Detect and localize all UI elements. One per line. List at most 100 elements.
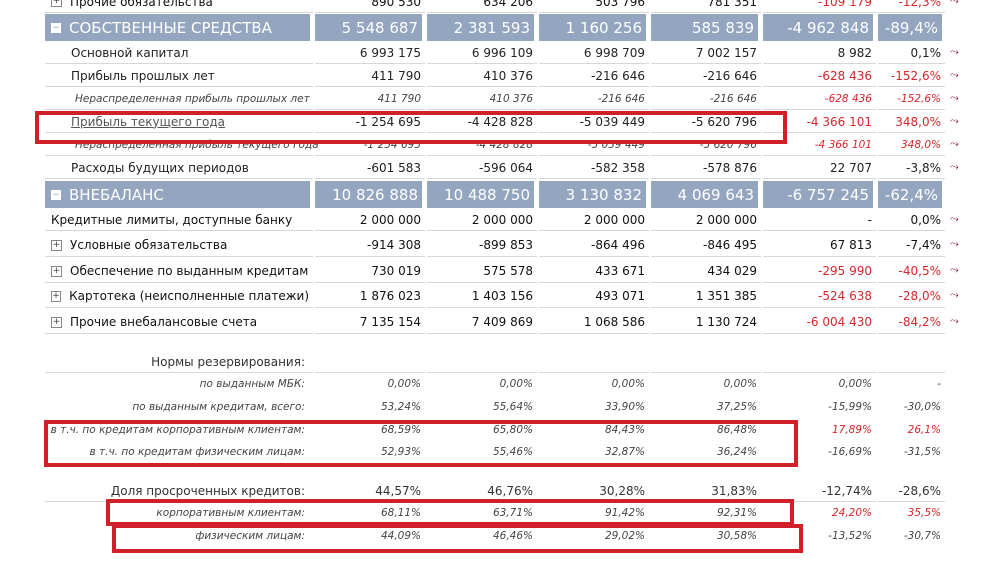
table-row: Расходы будущих периодов -601 583 -596 064…: [45, 157, 959, 179]
value-cell: 10 826 888: [315, 181, 425, 208]
table-row: − СОБСТВЕННЫЕ СРЕДСТВА 5 548 687 2 381 593 1…: [45, 14, 945, 41]
value-cell: -28,0%: [878, 285, 945, 308]
value-cell: -596 064: [427, 157, 537, 179]
table-row: + Картотека (неисполненные платежи) 1 876 …: [45, 285, 959, 308]
value-cell: -5 039 449: [539, 111, 649, 133]
trend-chart-icon[interactable]: ⤳: [950, 114, 959, 127]
table-row: Основной капитал 6 993 175 6 996 109 6 998 …: [45, 42, 959, 64]
value-cell: 84,43%: [604, 424, 645, 436]
row-label: + Обеспечение по выданным кредитам: [45, 260, 313, 283]
value-cell: -15,99%: [828, 401, 872, 413]
trend-chart-icon[interactable]: ⤳: [950, 91, 959, 104]
value-cell: -40,5%: [878, 260, 945, 283]
value-cell: -: [763, 209, 876, 231]
trend-chart-icon[interactable]: ⤳: [950, 68, 959, 81]
highlight-box: [44, 420, 798, 467]
collapse-icon[interactable]: −: [51, 189, 61, 200]
row-label: Основной капитал: [45, 42, 313, 64]
value-cell: 67 813: [763, 234, 876, 257]
value-cell: -152,6%: [878, 88, 945, 110]
table-row: + Прочие внебалансовые счета 7 135 154 7 40…: [45, 311, 959, 334]
value-cell: [427, 351, 537, 373]
value-cell: 6 998 709: [539, 42, 649, 64]
expand-icon[interactable]: +: [51, 265, 62, 277]
row-label-text: СОБСТВЕННЫЕ СРЕДСТВА: [69, 18, 272, 37]
value-cell: 68,59%: [380, 424, 421, 436]
trend-chart-icon[interactable]: ⤳: [950, 263, 959, 276]
value-cell: 32,87%: [604, 446, 645, 458]
expand-icon[interactable]: +: [51, 316, 62, 328]
value-cell: -4 962 848: [763, 14, 876, 41]
expand-icon[interactable]: +: [51, 290, 62, 302]
value-cell: 434 029: [651, 260, 761, 283]
value-cell: -5 620 796: [651, 111, 761, 133]
trend-chart-icon[interactable]: ⤳: [950, 137, 959, 150]
value-cell: -846 495: [651, 234, 761, 257]
trend-chart-icon[interactable]: ⤳: [950, 160, 959, 173]
table-row: Нормы резервирования:: [45, 351, 945, 373]
value-cell: -31,5%: [903, 446, 941, 458]
trend-chart-icon[interactable]: ⤳: [950, 0, 959, 7]
value-cell: -914 308: [315, 234, 425, 257]
value-cell: -4 428 828: [427, 111, 537, 133]
value-cell: 2 381 593: [427, 14, 537, 41]
value-cell: -216 646: [651, 65, 761, 87]
value-cell: 3 130 832: [539, 181, 649, 208]
row-label-text: в т.ч. по кредитам корпоративным клиента…: [50, 424, 305, 436]
value-cell: 4 069 643: [651, 181, 761, 208]
trend-chart-icon[interactable]: ⤳: [950, 237, 959, 250]
value-cell: -7,4%: [878, 234, 945, 257]
value-cell: 65,80%: [492, 424, 533, 436]
row-label-text: Расходы будущих периодов: [71, 160, 249, 175]
expand-icon[interactable]: +: [51, 0, 62, 7]
value-cell: 37,25%: [716, 401, 757, 413]
value-cell: 52,93%: [380, 446, 421, 458]
collapse-icon[interactable]: −: [51, 22, 61, 33]
value-cell: 730 019: [315, 260, 425, 283]
value-cell: 348,0%: [878, 111, 945, 133]
value-cell: 433 671: [539, 260, 649, 283]
row-label-text: корпоративным клиентам:: [156, 507, 305, 519]
value-cell: [539, 351, 649, 373]
value-cell: -582 358: [539, 157, 649, 179]
value-cell: -4 366 101: [763, 111, 876, 133]
value-cell: 1 403 156: [427, 285, 537, 308]
trend-chart-icon[interactable]: ⤳: [950, 314, 959, 327]
value-cell: 503 796: [539, 0, 649, 13]
value-cell: 46,46%: [492, 530, 533, 542]
row-label-text: Кредитные лимиты, доступные банку: [51, 212, 293, 227]
row-label-text: по выданным МБК:: [199, 378, 305, 390]
value-cell: [651, 351, 761, 373]
value-cell: 30,58%: [716, 530, 757, 542]
row-label: − СОБСТВЕННЫЕ СРЕДСТВА: [45, 14, 313, 41]
value-cell: -6 757 245: [763, 181, 876, 208]
value-cell: 634 206: [427, 0, 537, 13]
trend-chart-icon[interactable]: ⤳: [950, 288, 959, 301]
value-cell: 585 839: [651, 14, 761, 41]
row-label: + Прочие обязательства: [45, 0, 313, 13]
value-cell: 2 000 000: [539, 209, 649, 231]
value-cell: 17,89%: [831, 424, 872, 436]
value-cell: -12,74%: [763, 480, 876, 502]
value-cell: 410 376: [427, 88, 537, 110]
row-label-text: Прочие внебалансовые счета: [70, 315, 258, 329]
row-link[interactable]: Прибыль текущего года: [71, 114, 226, 129]
value-cell: 411 790: [315, 88, 425, 110]
trend-chart-icon[interactable]: ⤳: [950, 212, 959, 225]
table-row: Кредитные лимиты, доступные банку 2 000 0…: [45, 209, 959, 231]
value-cell: 348,0%: [878, 134, 945, 156]
value-cell: 91,42%: [604, 507, 645, 519]
value-cell: 55,64%: [492, 401, 533, 413]
value-cell: 2 000 000: [651, 209, 761, 231]
expand-icon[interactable]: +: [51, 239, 62, 251]
value-cell: -628 436: [763, 88, 876, 110]
value-cell: 0,00%: [499, 378, 533, 390]
row-label: + Прочие внебалансовые счета: [45, 311, 313, 334]
trend-chart-icon[interactable]: ⤳: [950, 45, 959, 58]
row-label: − ВНЕБАЛАНС: [45, 181, 313, 208]
value-cell: -89,4%: [878, 14, 945, 41]
row-label: по выданным МБК:: [45, 373, 313, 395]
value-cell: [878, 351, 945, 373]
table-row: по выданным МБК: 0,00% 0,00% 0,00% 0,00% 0,00…: [45, 373, 945, 395]
value-cell: 1 351 385: [651, 285, 761, 308]
